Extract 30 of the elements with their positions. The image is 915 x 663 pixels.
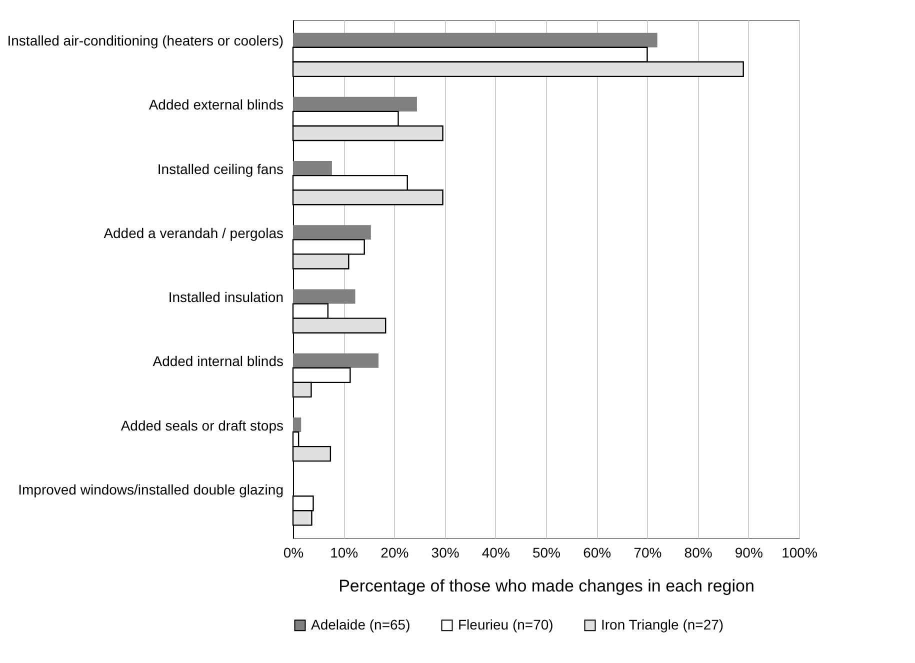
bar xyxy=(293,289,356,304)
bar xyxy=(293,417,302,432)
legend-label: Adelaide (n=65) xyxy=(311,616,410,632)
x-tick-label: 60% xyxy=(583,544,612,560)
x-axis-title: Percentage of those who made changes in each region xyxy=(338,576,754,596)
x-tick-label: 80% xyxy=(684,544,712,560)
y-tick-label: Installed ceiling fans xyxy=(157,160,284,177)
bar xyxy=(293,32,658,48)
x-tick-label: 40% xyxy=(482,544,510,560)
x-tick-label: 70% xyxy=(634,544,662,560)
y-tick-label: Added external blinds xyxy=(148,96,284,113)
x-tick-label: 90% xyxy=(734,544,763,560)
y-tick-label: Added a verandah / pergolas xyxy=(104,224,284,241)
bar xyxy=(293,161,332,176)
y-tick-label: Installed insulation xyxy=(168,289,284,306)
bar xyxy=(293,225,371,240)
x-tick-label: 0% xyxy=(283,544,304,560)
y-tick-label: Added seals or draft stops xyxy=(120,417,284,434)
x-tick-label: 20% xyxy=(380,544,409,560)
y-tick-label: Installed air-conditioning (heaters or coolers) xyxy=(7,32,284,49)
legend-label: Iron Triangle (n=27) xyxy=(601,616,724,632)
x-tick-label: 30% xyxy=(431,544,460,560)
bar xyxy=(293,353,379,368)
x-tick-label: 100% xyxy=(782,544,818,560)
bar xyxy=(293,96,417,112)
y-tick-label: Improved windows/installed double glazing xyxy=(18,481,284,498)
x-tick-label: 10% xyxy=(330,544,358,560)
x-tick-label: 50% xyxy=(532,544,561,560)
y-tick-label: Added internal blinds xyxy=(152,353,284,370)
legend-label: Fleurieu (n=70) xyxy=(458,616,554,632)
